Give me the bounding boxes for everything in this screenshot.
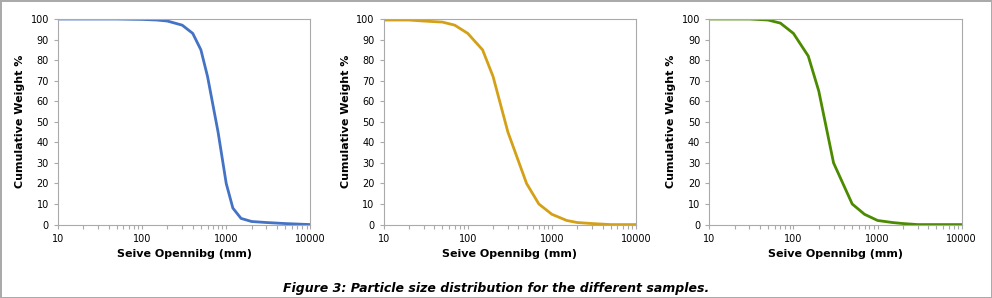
Y-axis label: Cumulative Weight %: Cumulative Weight %	[15, 55, 25, 188]
X-axis label: Seive Opennibg (mm): Seive Opennibg (mm)	[442, 249, 577, 259]
Text: Figure 3: Particle size distribution for the different samples.: Figure 3: Particle size distribution for…	[283, 282, 709, 295]
X-axis label: Seive Opennibg (mm): Seive Opennibg (mm)	[117, 249, 252, 259]
Y-axis label: Cumulative Weight %: Cumulative Weight %	[340, 55, 350, 188]
Y-axis label: Cumulative Weight %: Cumulative Weight %	[667, 55, 677, 188]
X-axis label: Seive Opennibg (mm): Seive Opennibg (mm)	[768, 249, 903, 259]
